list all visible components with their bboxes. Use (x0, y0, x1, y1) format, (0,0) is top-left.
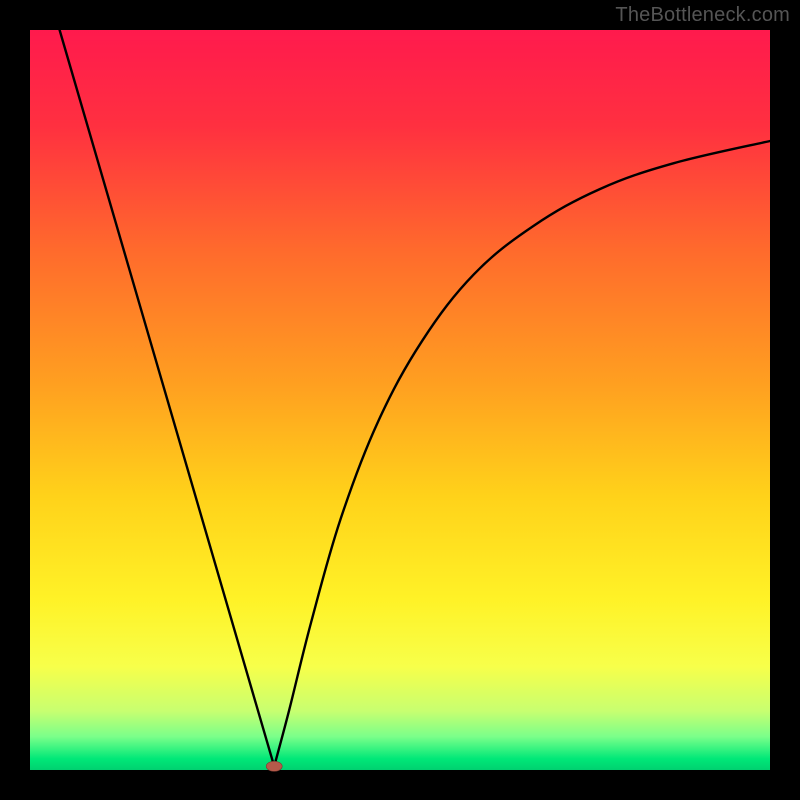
plot-area (30, 30, 770, 770)
minimum-marker (266, 761, 282, 771)
stage: TheBottleneck.com (0, 0, 800, 800)
bottleneck-chart (0, 0, 800, 800)
watermark-text: TheBottleneck.com (615, 4, 790, 27)
